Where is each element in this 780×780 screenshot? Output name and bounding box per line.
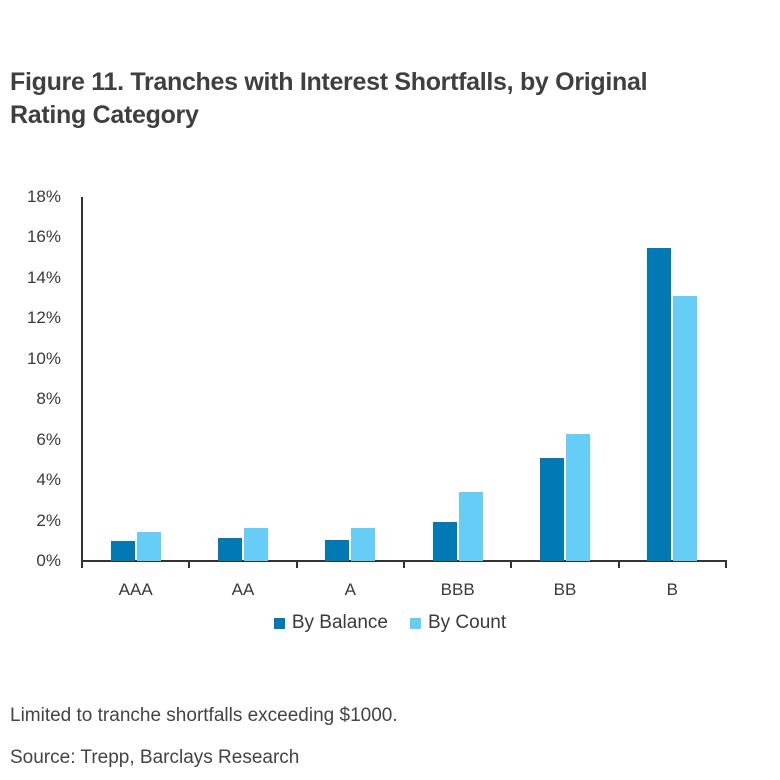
x-category-label: BB — [553, 580, 577, 599]
y-tick-label: 14% — [26, 267, 61, 287]
x-tick-mark — [725, 561, 727, 568]
legend-label-balance: By Balance — [291, 612, 388, 633]
bar-bb-balance — [540, 457, 564, 561]
y-tick-label: 6% — [36, 429, 61, 449]
bar-bbb-count — [458, 492, 483, 561]
legend-item-balance: By Balance — [273, 612, 388, 634]
y-tick-label: 16% — [26, 227, 61, 247]
x-category-label: A — [344, 580, 356, 599]
y-tick-label: 2% — [36, 510, 61, 530]
chart-title-line-1: Figure 11. Tranches with Interest Shortf… — [10, 68, 648, 96]
source-note: Source: Trepp, Barclays Research — [10, 747, 300, 768]
chart-title: Figure 11. Tranches with Interest Shortf… — [10, 66, 750, 132]
bar-aaa-balance — [110, 540, 135, 561]
bar-a-count — [351, 527, 376, 561]
chart-title-line-2: Rating Category — [10, 101, 199, 129]
bar-aa-balance — [218, 537, 242, 561]
legend-label-count: By Count — [427, 612, 507, 633]
x-tick-mark — [510, 561, 513, 568]
bar-aaa-count — [136, 531, 161, 561]
y-tick-label: 8% — [36, 389, 61, 409]
bar-bbb-balance — [432, 521, 457, 561]
legend-item-count: By Count — [409, 612, 507, 634]
x-tick-mark — [188, 561, 191, 568]
x-tick-mark — [403, 561, 405, 568]
x-tick-mark — [81, 561, 83, 568]
x-category-label: AAA — [118, 580, 153, 599]
y-tick-label: 18% — [26, 187, 61, 206]
y-tick-label: 10% — [26, 348, 61, 368]
bar-bb-count — [566, 433, 590, 561]
x-category-label: B — [666, 580, 678, 599]
legend-swatch-count — [409, 617, 421, 629]
x-tick-mark — [617, 561, 620, 568]
bar-b-count — [673, 296, 698, 561]
y-axis-line — [81, 197, 83, 562]
y-tick-label: 4% — [36, 470, 61, 490]
y-tick-label: 12% — [26, 308, 61, 328]
y-tick-label: 0% — [36, 551, 61, 570]
bar-aa-count — [244, 527, 268, 561]
bar-b-balance — [647, 247, 672, 561]
bar-chart-plot-area: 18% 16% 14% 12% 10% 8% 6% 4% 2% 0% AAA AA A BBB BB B — [26, 187, 727, 599]
x-category-label: AA — [231, 580, 255, 599]
x-tick-mark — [295, 561, 298, 568]
legend-swatch-balance — [273, 617, 285, 629]
footnote: Limited to tranche shortfalls exceeding … — [10, 705, 398, 726]
x-category-label: BBB — [440, 580, 475, 599]
bar-a-balance — [325, 539, 350, 561]
chart-legend: By Balance By Count — [0, 612, 780, 634]
